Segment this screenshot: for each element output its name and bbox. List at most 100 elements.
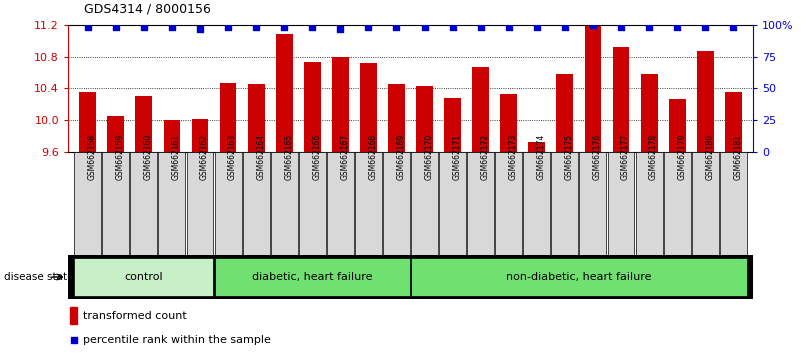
Text: GSM662168: GSM662168 (368, 134, 377, 181)
Bar (725, 92, 742, 152)
Point (586, 22, 599, 28)
Bar (585, 27, 602, 152)
Point (110, 24, 123, 30)
Bar (191, 119, 208, 152)
FancyBboxPatch shape (523, 152, 550, 255)
Text: GSM662170: GSM662170 (425, 134, 433, 181)
Point (82, 24, 95, 30)
Bar (163, 120, 180, 152)
Point (614, 24, 627, 30)
FancyBboxPatch shape (411, 152, 438, 255)
Text: GSM662174: GSM662174 (537, 134, 545, 181)
Text: GSM662180: GSM662180 (705, 134, 714, 181)
FancyBboxPatch shape (271, 152, 298, 255)
FancyBboxPatch shape (383, 152, 410, 255)
Point (502, 24, 515, 30)
Text: percentile rank within the sample: percentile rank within the sample (83, 335, 272, 345)
Text: GSM662161: GSM662161 (172, 134, 181, 181)
Bar (248, 84, 264, 152)
Text: diabetic, heart failure: diabetic, heart failure (252, 272, 372, 282)
Text: GSM662169: GSM662169 (396, 134, 405, 181)
Bar (219, 83, 236, 152)
Bar (360, 63, 376, 152)
Point (530, 24, 543, 30)
Text: GSM662181: GSM662181 (733, 135, 743, 180)
FancyBboxPatch shape (159, 152, 185, 255)
Text: GSM662176: GSM662176 (593, 134, 602, 181)
Bar (135, 97, 152, 152)
FancyBboxPatch shape (243, 152, 270, 255)
Point (670, 24, 683, 30)
Bar (107, 116, 124, 152)
Bar (669, 99, 686, 152)
Text: GSM662166: GSM662166 (312, 134, 321, 181)
Point (138, 24, 151, 30)
Point (390, 24, 403, 30)
FancyBboxPatch shape (495, 152, 522, 255)
Text: disease state: disease state (4, 272, 74, 282)
Bar (641, 74, 658, 152)
FancyBboxPatch shape (215, 152, 242, 255)
FancyBboxPatch shape (131, 152, 157, 255)
Bar (613, 47, 630, 152)
Bar (417, 86, 433, 152)
Point (558, 24, 571, 30)
Text: GSM662175: GSM662175 (565, 134, 574, 181)
FancyBboxPatch shape (299, 152, 326, 255)
Text: GSM662163: GSM662163 (228, 134, 237, 181)
FancyBboxPatch shape (215, 258, 410, 297)
FancyBboxPatch shape (692, 152, 718, 255)
FancyBboxPatch shape (439, 152, 466, 255)
Point (418, 24, 431, 30)
Text: GSM662179: GSM662179 (677, 134, 686, 181)
FancyBboxPatch shape (187, 152, 214, 255)
Bar (79, 92, 96, 152)
FancyBboxPatch shape (607, 152, 634, 255)
FancyBboxPatch shape (74, 258, 214, 297)
Point (727, 24, 739, 30)
Text: GSM662160: GSM662160 (144, 134, 153, 181)
Text: GSM662158: GSM662158 (88, 134, 97, 181)
Bar (304, 62, 320, 152)
Text: GSM662178: GSM662178 (649, 134, 658, 181)
FancyBboxPatch shape (411, 258, 747, 297)
FancyBboxPatch shape (355, 152, 382, 255)
Point (642, 24, 655, 30)
Point (446, 24, 459, 30)
FancyBboxPatch shape (103, 152, 129, 255)
Text: GSM662171: GSM662171 (453, 134, 461, 181)
FancyBboxPatch shape (327, 152, 354, 255)
Text: GSM662172: GSM662172 (481, 134, 489, 181)
Point (362, 24, 375, 30)
Text: GSM662159: GSM662159 (116, 134, 125, 181)
Point (698, 24, 711, 30)
Bar (276, 34, 292, 152)
FancyBboxPatch shape (579, 152, 606, 255)
Point (194, 26, 207, 32)
Text: GSM662164: GSM662164 (256, 134, 265, 181)
Point (306, 24, 319, 30)
Text: GSM662162: GSM662162 (200, 134, 209, 181)
Text: GSM662165: GSM662165 (284, 134, 293, 181)
Bar (529, 142, 545, 152)
Text: GSM662177: GSM662177 (621, 134, 630, 181)
Point (222, 24, 235, 30)
Point (250, 24, 263, 30)
FancyBboxPatch shape (551, 152, 578, 255)
Point (67, 337, 80, 343)
FancyBboxPatch shape (664, 152, 690, 255)
Bar (445, 98, 461, 152)
Bar (473, 67, 489, 152)
Text: non-diabetic, heart failure: non-diabetic, heart failure (506, 272, 652, 282)
Text: GDS4314 / 8000156: GDS4314 / 8000156 (84, 3, 211, 16)
Bar (501, 94, 517, 152)
Bar (332, 57, 348, 152)
Point (334, 26, 347, 32)
Bar (697, 51, 714, 152)
Text: control: control (125, 272, 163, 282)
Text: GSM662167: GSM662167 (340, 134, 349, 181)
FancyBboxPatch shape (74, 152, 101, 255)
Bar (70, 307, 78, 324)
Point (166, 24, 179, 30)
Bar (388, 84, 405, 152)
